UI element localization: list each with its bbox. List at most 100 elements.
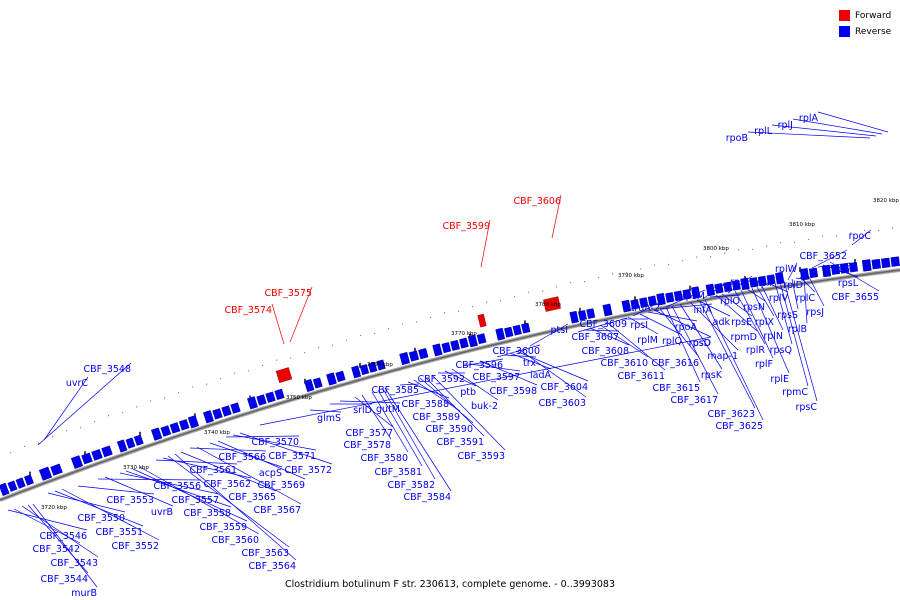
minor-dot — [248, 370, 250, 372]
reverse-gene — [265, 391, 276, 403]
reverse-label: CBF_3615 — [652, 383, 700, 394]
leader-line — [671, 305, 719, 395]
leader-line — [761, 285, 784, 331]
scale-label: 3770 kbp — [451, 331, 477, 337]
leader-line — [424, 376, 485, 437]
leader-line — [289, 286, 313, 343]
reverse-gene — [230, 402, 241, 414]
minor-dot — [668, 263, 670, 266]
reverse-label: rpsD — [689, 338, 711, 349]
reverse-gene — [304, 379, 315, 393]
reverse-label: CBF_3558 — [183, 508, 231, 519]
reverse-gene — [821, 264, 832, 278]
scale-label: 3740 kbp — [204, 430, 230, 436]
reverse-gene — [203, 410, 214, 424]
minor-dot — [556, 286, 558, 288]
reverse-label: CBF_3571 — [268, 451, 316, 462]
leader-line — [583, 329, 620, 332]
reverse-gene — [705, 283, 716, 297]
reverse-label: infA — [693, 305, 712, 316]
reverse-gene — [656, 292, 666, 306]
reverse-label: rpmD — [730, 332, 757, 343]
reverse-gene — [81, 452, 93, 465]
minor-dot — [612, 273, 614, 275]
reverse-gene — [871, 258, 881, 270]
legend-forward: Forward — [839, 8, 900, 23]
reverse-gene — [799, 268, 810, 281]
reverse-gene — [376, 359, 386, 371]
reverse-label: trx — [523, 358, 536, 369]
leader-line — [817, 262, 851, 268]
leader-line — [259, 336, 712, 426]
legend: Forward Reverse — [839, 8, 900, 40]
reverse-label: iadA — [530, 370, 551, 381]
reverse-gene — [673, 290, 683, 302]
minor-dot — [94, 420, 96, 423]
leader-line — [451, 368, 499, 401]
reverse-label: CBF_3603 — [538, 398, 586, 409]
leader-line — [703, 281, 729, 299]
reverse-label: CBF_3590 — [425, 424, 473, 435]
reverse-label: CBF_3608 — [581, 346, 629, 357]
minor-dot — [416, 321, 418, 323]
minor-dot — [136, 406, 138, 408]
leader-line — [444, 370, 477, 387]
leader-line — [774, 282, 793, 345]
reverse-label: CBF_3553 — [106, 495, 154, 506]
reverse-gene — [749, 277, 759, 288]
reverse-label: CBF_3565 — [228, 492, 276, 503]
reverse-gene — [602, 303, 613, 317]
genome-caption: Clostridium botulinum F str. 230613, com… — [284, 579, 616, 590]
forward-gene — [477, 313, 487, 328]
reverse-label: CBF_3560 — [211, 535, 259, 546]
reverse-gene — [169, 422, 181, 434]
reverse-gene — [125, 437, 136, 449]
minor-dot — [626, 272, 628, 274]
minor-dot — [402, 323, 404, 325]
leader-line — [189, 447, 267, 452]
reverse-label: rplW — [775, 264, 798, 275]
leader-line — [734, 290, 766, 345]
reverse-gene — [577, 310, 587, 321]
leader-line — [779, 281, 809, 387]
scale-label: 3720 kbp — [41, 505, 67, 511]
reverse-gene — [665, 292, 675, 303]
leader-line — [817, 111, 889, 133]
reverse-label: rpoC — [849, 231, 872, 242]
forward-label: CBF_3575 — [264, 288, 312, 299]
reverse-label: glmS — [317, 413, 341, 424]
reverse-gene — [476, 333, 487, 345]
scale-label: 3810 kbp — [789, 222, 815, 228]
reverse-gene — [890, 256, 900, 267]
minor-dot — [500, 300, 502, 302]
reverse-gene — [881, 257, 891, 269]
reverse-label: rpsD — [689, 338, 711, 349]
reverse-label: gutM — [376, 404, 400, 415]
reverse-label: CBF_3592 — [417, 374, 465, 385]
reverse-gene — [450, 339, 460, 351]
reverse-label: rplR — [746, 345, 766, 356]
reverse-label: rplE — [770, 374, 789, 385]
reverse-label: CBF_3611 — [617, 371, 665, 382]
minor-dot — [766, 245, 768, 247]
leader-line — [551, 194, 562, 239]
minor-dot — [262, 364, 264, 367]
reverse-label: rplX — [755, 317, 775, 328]
leader-line — [577, 317, 628, 333]
leader-line — [509, 352, 552, 370]
leader-line — [769, 283, 789, 293]
minor-dot — [836, 235, 838, 237]
minor-dot — [570, 282, 572, 284]
reverse-label: rpmC — [782, 387, 808, 398]
reverse-label: CBF_3655 — [831, 292, 879, 303]
reverse-label: rplP — [757, 278, 776, 289]
minor-dot — [444, 312, 446, 314]
leader-line — [740, 289, 774, 359]
leader-line — [519, 349, 587, 398]
reverse-label: CBF_3588 — [401, 399, 449, 410]
reverse-gene — [714, 283, 724, 294]
reverse-label: CBF_3610 — [600, 358, 648, 369]
reverse-label: rplM — [637, 335, 658, 346]
reverse-gene — [116, 439, 128, 453]
reverse-label: acpS — [259, 468, 282, 479]
